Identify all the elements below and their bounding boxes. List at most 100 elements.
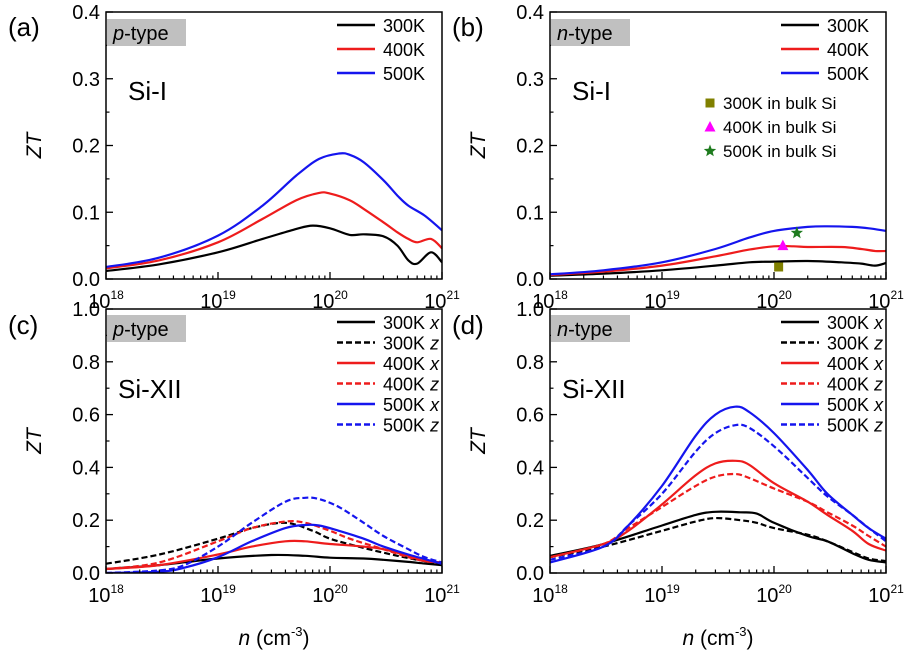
legend: 300K 400K 500K <box>337 16 425 84</box>
type-tag: p-type <box>112 23 169 45</box>
y-tick-label: 0.3 <box>72 69 100 91</box>
material-label: Si-XII <box>562 374 626 404</box>
y-tick-label: 0.2 <box>72 510 100 532</box>
x-tick-label: 1020 <box>756 288 792 313</box>
y-axis-label: ZT <box>467 131 490 160</box>
legend-marker <box>705 98 715 108</box>
series-line-300K-z <box>550 516 886 563</box>
x-tick-label: 1019 <box>644 288 680 313</box>
series-line-300K-x <box>550 510 886 564</box>
legend-entry: 500K z <box>827 416 883 436</box>
x-axis-label: n (cm-3) <box>682 624 753 650</box>
legend-entry: 400K <box>383 40 425 60</box>
series-group <box>550 405 886 564</box>
y-tick-label: 0.6 <box>516 405 544 427</box>
legend-entry: 300K z <box>827 334 883 354</box>
legend-entry: 500K x <box>827 395 884 415</box>
x-tick-label: 1021 <box>868 582 904 607</box>
y-axis-label: ZT <box>23 131 46 160</box>
legend: 300K 400K 500K 300K in bulk Si 400K in bulk … <box>703 16 869 161</box>
type-tag: p-type <box>112 319 169 341</box>
x-tick-label: 1018 <box>88 288 124 313</box>
legend-entry: 300K x <box>383 313 440 333</box>
panel-label: (a) <box>8 12 40 42</box>
y-tick-label: 0.2 <box>516 510 544 532</box>
x-tick-label: 1021 <box>424 288 460 313</box>
material-label: Si-I <box>128 76 167 106</box>
y-tick-label: 0.1 <box>72 202 100 224</box>
y-tick-label: 0.2 <box>516 136 544 158</box>
y-tick-label: 0.2 <box>72 136 100 158</box>
y-tick-label: 0.8 <box>72 352 100 374</box>
legend-entry: 400K in bulk Si <box>723 118 836 137</box>
series-line-500K-x <box>106 523 442 573</box>
y-tick-label: 0.1 <box>516 202 544 224</box>
type-tag: n-type <box>557 319 613 341</box>
series-line-500K-z <box>550 423 886 561</box>
y-tick-label: 0.6 <box>72 405 100 427</box>
x-tick-label: 1018 <box>532 582 568 607</box>
material-label: Si-XII <box>118 374 182 404</box>
legend-entry: 500K x <box>383 395 440 415</box>
legend-entry: 300K in bulk Si <box>723 94 836 113</box>
series-line-300K <box>550 259 886 277</box>
series-line-400K <box>106 191 442 270</box>
y-tick-label: 0.4 <box>516 2 544 24</box>
x-tick-label: 1018 <box>88 582 124 607</box>
x-tick-label: 1021 <box>424 582 460 607</box>
data-point-marker <box>790 226 803 239</box>
series-line-500K-z <box>106 496 442 573</box>
x-tick-label: 1018 <box>532 288 568 313</box>
x-tick-label: 1019 <box>200 288 236 313</box>
series-line-400K-z <box>106 520 442 571</box>
legend-entry: 400K x <box>827 354 884 374</box>
y-tick-label: 0.0 <box>72 269 100 291</box>
type-tag-box <box>551 315 630 342</box>
y-tick-label: 0.4 <box>72 2 100 24</box>
y-tick-label: 0.4 <box>72 457 100 479</box>
y-tick-label: 0.0 <box>516 563 544 585</box>
y-tick-label: 0.8 <box>516 352 544 374</box>
legend-marker <box>703 144 717 157</box>
series-line-300K <box>106 224 442 273</box>
chart-panel-2: 1018 1019 1020 1021 0.0 0.2 0.4 0.6 0.8 1.0 ZT (c) p… <box>8 299 460 650</box>
material-label: Si-I <box>572 76 611 106</box>
y-tick-label: 1.0 <box>72 299 100 321</box>
type-tag: n-type <box>557 23 613 45</box>
x-tick-label: 1019 <box>200 582 236 607</box>
legend-entry: 400K z <box>383 375 439 395</box>
x-tick-label: 1020 <box>756 582 792 607</box>
legend-entry: 500K <box>383 64 425 84</box>
series-line-300K-x <box>106 553 442 571</box>
y-axis-label: ZT <box>467 426 490 455</box>
legend-marker <box>704 121 716 132</box>
series-group <box>550 225 886 277</box>
legend-entry: 400K z <box>827 375 883 395</box>
chart-panel-0: 1018 1019 1020 1021 0.0 0.1 0.2 0.3 0.4 ZT (a) p-ty… <box>8 2 460 313</box>
type-tag-box <box>107 315 186 342</box>
series-line-500K <box>106 152 442 269</box>
data-point-marker <box>774 262 784 272</box>
series-group <box>106 152 442 273</box>
legend-entry: 400K x <box>383 354 440 374</box>
legend-entry: 300K z <box>383 334 439 354</box>
y-tick-label: 0.4 <box>516 457 544 479</box>
x-axis-label: n (cm-3) <box>238 624 309 650</box>
chart-panel-3: 1018 1019 1020 1021 0.0 0.2 0.4 0.6 0.8 1.0 ZT (d) n… <box>452 299 904 650</box>
data-point-marker <box>777 239 789 251</box>
y-tick-label: 0.0 <box>72 563 100 585</box>
x-tick-label: 1021 <box>868 288 904 313</box>
legend-entry: 500K <box>827 64 869 84</box>
legend-entry: 300K x <box>827 313 884 333</box>
y-axis-label: ZT <box>23 426 46 455</box>
x-tick-label: 1020 <box>312 582 348 607</box>
y-tick-label: 1.0 <box>516 299 544 321</box>
legend-entry: 500K in bulk Si <box>723 142 836 161</box>
y-tick-label: 0.3 <box>516 69 544 91</box>
series-line-400K-x <box>106 539 442 571</box>
series-group <box>106 496 442 573</box>
legend-entry: 300K <box>827 16 869 36</box>
legend-entry: 400K <box>827 40 869 60</box>
